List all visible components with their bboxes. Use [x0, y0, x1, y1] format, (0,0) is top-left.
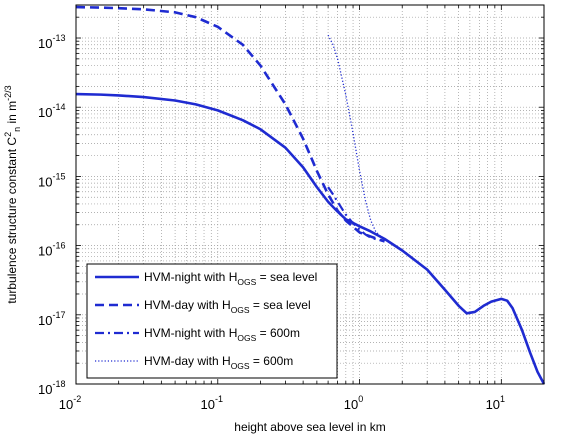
y-tick-label: 10-17: [38, 310, 65, 328]
x-tick-label: 10-1: [201, 394, 223, 412]
legend-entry: HVM-night with HOGS = 600m: [144, 326, 300, 343]
ticks: [75, 4, 545, 385]
x-tick-label: 100: [344, 394, 363, 412]
tick-labels: 10-2 10-1 100 101 10-18 10-17 10-16 10-15 10-14 1…: [38, 33, 505, 412]
series-line-dashdot: [327, 186, 385, 243]
y-label-suffix: in m: [5, 101, 19, 127]
series-layer: [75, 5, 546, 385]
series-line-dashed: [75, 5, 385, 243]
legend: HVM-night with HOGS = sea level HVM-day w…: [86, 263, 338, 379]
y-tick-label: 10-13: [38, 33, 65, 51]
y-label-prefix: turbulence structure constant C: [5, 137, 19, 304]
y-label-subscript: n: [12, 127, 22, 132]
x-tick-label: 10-2: [59, 394, 81, 412]
y-tick-label: 10-14: [38, 102, 65, 120]
legend-entry: HVM-day with HOGS = sea level: [144, 298, 311, 315]
x-tick-label: 101: [486, 394, 505, 412]
y-label-unit-exponent: -2/3: [3, 85, 13, 101]
series-line-solid: [75, 92, 546, 385]
x-axis-label: height above sea level in km: [234, 420, 385, 434]
legend-entry: HVM-night with HOGS = sea level: [144, 270, 317, 287]
legend-entry: HVM-day with HOGS = 600m: [144, 354, 293, 371]
y-tick-label: 10-16: [38, 241, 65, 259]
y-tick-label: 10-18: [38, 379, 65, 397]
y-tick-label: 10-15: [38, 171, 65, 189]
y-axis-label: turbulence structure constant C2n in m-2…: [3, 85, 22, 303]
plot-frame: [75, 4, 545, 385]
y-label-superscript: 2: [3, 132, 13, 137]
legend-box: [86, 263, 338, 379]
